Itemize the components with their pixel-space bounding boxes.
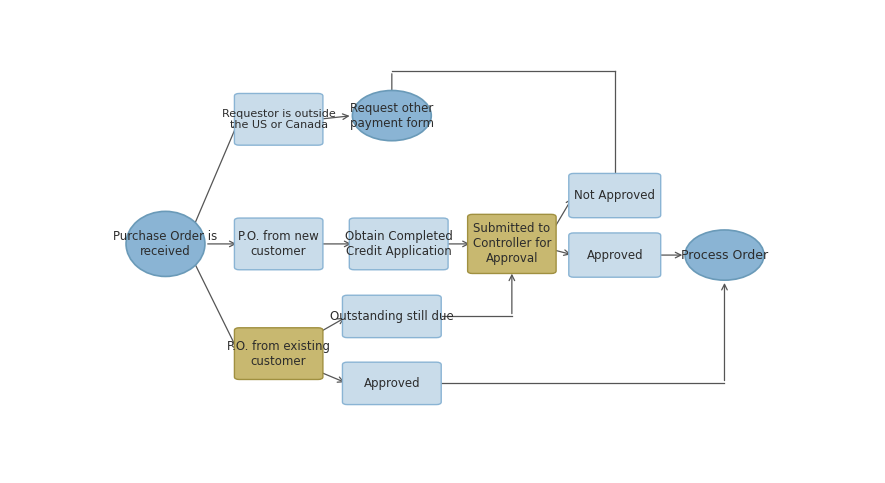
FancyBboxPatch shape (235, 328, 323, 380)
Ellipse shape (126, 212, 205, 276)
FancyBboxPatch shape (235, 218, 323, 270)
Text: Approved: Approved (364, 377, 420, 390)
Text: Purchase Order is
received: Purchase Order is received (113, 230, 218, 258)
FancyBboxPatch shape (235, 94, 323, 145)
Text: Submitted to
Controller for
Approval: Submitted to Controller for Approval (473, 222, 551, 266)
Text: Requestor is outside
the US or Canada: Requestor is outside the US or Canada (222, 109, 335, 130)
Text: P.O. from new
customer: P.O. from new customer (238, 230, 319, 258)
FancyBboxPatch shape (350, 218, 448, 270)
Ellipse shape (352, 90, 431, 141)
Ellipse shape (685, 230, 764, 280)
Text: Process Order: Process Order (681, 249, 768, 262)
FancyBboxPatch shape (342, 362, 442, 405)
FancyBboxPatch shape (569, 233, 661, 277)
Text: Not Approved: Not Approved (574, 189, 655, 202)
FancyBboxPatch shape (569, 173, 661, 218)
Text: Request other
payment form: Request other payment form (350, 101, 434, 129)
FancyBboxPatch shape (467, 214, 556, 273)
Text: P.O. from existing
customer: P.O. from existing customer (227, 340, 330, 368)
Text: Obtain Completed
Credit Application: Obtain Completed Credit Application (345, 230, 452, 258)
Text: Outstanding still due: Outstanding still due (330, 310, 454, 323)
FancyBboxPatch shape (342, 295, 442, 338)
Text: Approved: Approved (587, 249, 643, 262)
